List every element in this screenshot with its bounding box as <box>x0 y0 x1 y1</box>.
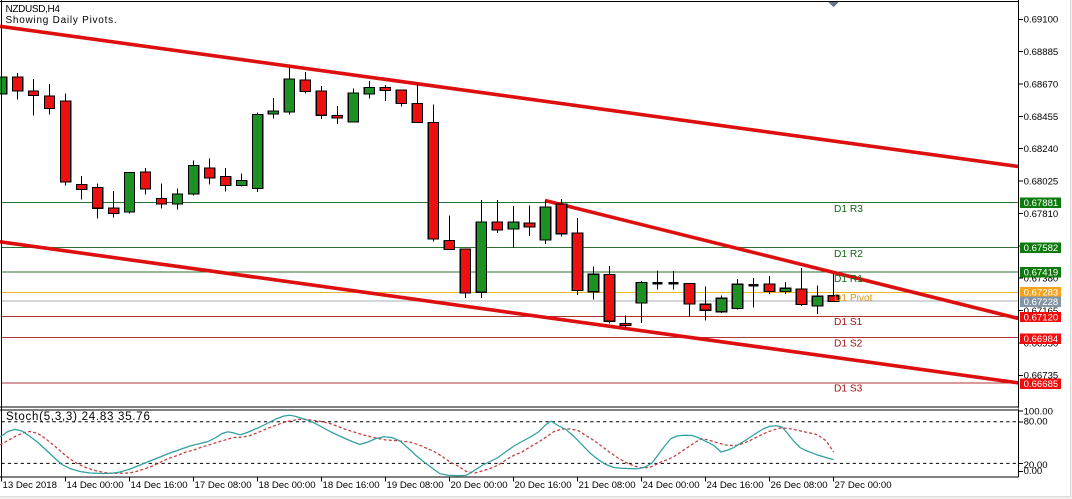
svg-text:0.00: 0.00 <box>1024 466 1043 477</box>
svg-text:24 Dec 00:00: 24 Dec 00:00 <box>643 480 700 491</box>
svg-text:0.68455: 0.68455 <box>1024 112 1059 123</box>
svg-text:0.67881: 0.67881 <box>1024 198 1059 209</box>
svg-text:0.67380: 0.67380 <box>1024 274 1059 285</box>
svg-text:NZDUSD,H4: NZDUSD,H4 <box>6 4 61 15</box>
svg-text:D1 S2: D1 S2 <box>834 338 863 349</box>
svg-text:0.67120: 0.67120 <box>1024 312 1059 323</box>
svg-text:21 Dec 08:00: 21 Dec 08:00 <box>579 480 636 491</box>
svg-text:0.68240: 0.68240 <box>1024 144 1059 155</box>
svg-text:D1 R3: D1 R3 <box>834 204 863 215</box>
svg-text:14 Dec 16:00: 14 Dec 16:00 <box>131 480 188 491</box>
svg-text:0.67228: 0.67228 <box>1024 297 1059 308</box>
svg-text:20 Dec 00:00: 20 Dec 00:00 <box>451 480 508 491</box>
svg-text:20 Dec 16:00: 20 Dec 16:00 <box>515 480 572 491</box>
svg-text:0.68885: 0.68885 <box>1024 47 1059 58</box>
svg-text:0.67582: 0.67582 <box>1024 243 1059 254</box>
svg-text:D1 S1: D1 S1 <box>834 317 863 328</box>
svg-text:80.00: 80.00 <box>1024 416 1048 427</box>
svg-text:D1 R2: D1 R2 <box>834 249 863 260</box>
svg-text:13 Dec 2018: 13 Dec 2018 <box>3 480 57 491</box>
svg-text:100.00: 100.00 <box>1024 407 1053 418</box>
svg-text:18 Dec 00:00: 18 Dec 00:00 <box>259 480 316 491</box>
svg-text:0.66984: 0.66984 <box>1024 334 1059 345</box>
svg-text:20.00: 20.00 <box>1024 460 1048 471</box>
svg-text:0.67165: 0.67165 <box>1024 306 1059 317</box>
svg-text:Stoch(5,3,3) 24.83 35.76: Stoch(5,3,3) 24.83 35.76 <box>6 411 151 423</box>
svg-text:27 Dec 00:00: 27 Dec 00:00 <box>835 480 892 491</box>
svg-text:D1 R1: D1 R1 <box>834 274 863 285</box>
svg-text:0.67810: 0.67810 <box>1024 209 1059 220</box>
svg-text:24 Dec 16:00: 24 Dec 16:00 <box>707 480 764 491</box>
svg-text:0.67283: 0.67283 <box>1024 288 1059 299</box>
svg-text:14 Dec 00:00: 14 Dec 00:00 <box>67 480 124 491</box>
svg-text:Showing Daily Pivots.: Showing Daily Pivots. <box>6 15 118 26</box>
svg-text:19 Dec 08:00: 19 Dec 08:00 <box>387 480 444 491</box>
svg-text:D1 S3: D1 S3 <box>834 383 863 394</box>
svg-text:D1 Pivot: D1 Pivot <box>834 293 873 304</box>
svg-text:17 Dec 08:00: 17 Dec 08:00 <box>195 480 252 491</box>
svg-text:26 Dec 08:00: 26 Dec 08:00 <box>771 480 828 491</box>
svg-text:0.67419: 0.67419 <box>1024 268 1059 279</box>
svg-text:0.66685: 0.66685 <box>1024 379 1059 390</box>
svg-text:0.68670: 0.68670 <box>1024 79 1059 90</box>
svg-text:0.68025: 0.68025 <box>1024 177 1059 188</box>
svg-text:0.66735: 0.66735 <box>1024 371 1059 382</box>
svg-text:18 Dec 16:00: 18 Dec 16:00 <box>323 480 380 491</box>
svg-text:0.69100: 0.69100 <box>1024 15 1059 26</box>
